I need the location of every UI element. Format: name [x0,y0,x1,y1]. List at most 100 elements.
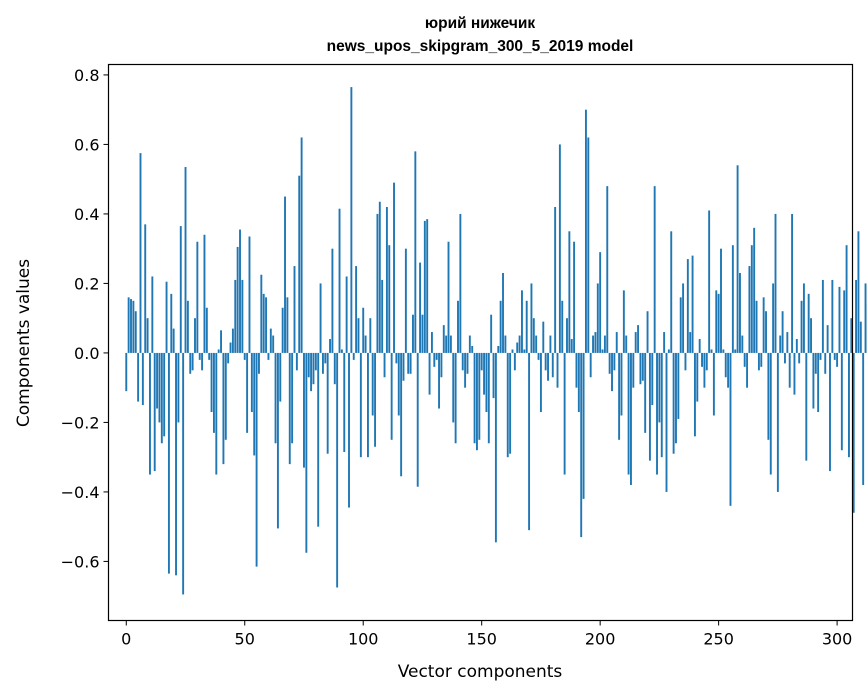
bar [262,293,265,353]
bar [819,352,822,360]
bar [295,352,298,371]
bar [665,352,668,492]
bar [471,345,474,353]
bar [281,307,284,353]
bar [445,335,448,353]
bar [703,352,706,388]
bar [274,352,277,444]
bar [689,332,692,353]
bar [724,352,727,378]
bar [490,314,493,353]
bar [130,299,132,353]
bar [476,352,478,451]
bar [734,349,737,353]
bar [229,342,232,353]
bar [767,352,770,440]
bar [601,349,604,353]
bar [831,279,834,353]
bar [307,352,310,378]
x-tick-label: 150 [466,630,497,649]
bar [786,332,789,353]
bar [843,290,846,353]
bar [682,283,685,353]
bar [746,352,749,388]
bar [125,352,128,392]
bar [833,352,836,360]
bar [144,224,147,353]
bar [423,220,426,353]
bar [362,307,365,353]
bar [198,352,201,360]
bar [862,352,865,485]
bar [535,335,538,353]
bar [592,335,594,353]
bar [468,335,471,353]
bar [276,352,279,529]
bar [179,226,182,353]
bar [201,352,204,371]
bar [421,314,424,353]
bar [769,352,772,475]
bar [442,325,445,353]
bar [660,352,663,458]
bar [447,241,450,353]
bar [343,352,346,452]
bar [755,300,758,353]
bar [556,352,559,388]
bar [807,293,810,353]
bar [741,335,744,353]
bar [530,283,533,353]
bar [765,311,767,353]
bar [395,352,398,364]
bar [748,266,751,353]
bar [521,290,523,353]
bar [352,352,355,360]
bar [435,352,438,360]
bar [627,352,630,475]
bar [189,352,192,374]
x-tick-label: 50 [235,630,255,649]
bar [172,328,175,353]
bar [407,352,410,374]
x-tick-label: 250 [703,630,734,649]
bar [378,201,381,353]
bar [772,283,775,353]
bar [246,352,249,433]
bar [329,339,331,353]
bar [648,352,651,461]
bar [212,352,215,433]
bar [584,109,587,353]
bar [215,352,218,475]
bar [260,274,263,353]
bar [250,352,253,412]
bar [603,335,606,353]
bar [127,297,130,353]
bar [518,335,521,353]
bar [355,266,358,353]
bar [319,283,322,353]
bar [580,352,583,538]
bar [667,349,670,353]
chart-title: юрий нижечик [425,15,536,32]
bar [506,352,509,458]
bar [712,352,715,416]
bar [326,352,329,454]
bar [615,332,618,353]
bar [461,352,464,371]
bar [393,182,395,353]
bar [255,352,258,567]
bar [696,352,699,402]
bar [857,231,860,353]
bar [613,352,616,371]
y-tick-label: 0.2 [74,274,99,293]
bar [800,300,803,353]
bar [317,352,320,527]
bar [791,213,794,353]
bar [736,165,739,353]
bar [194,318,196,353]
bar [141,352,144,406]
bar [234,279,237,353]
y-tick-label: −0.2 [61,413,100,432]
bar [788,352,791,388]
bar [511,349,514,353]
